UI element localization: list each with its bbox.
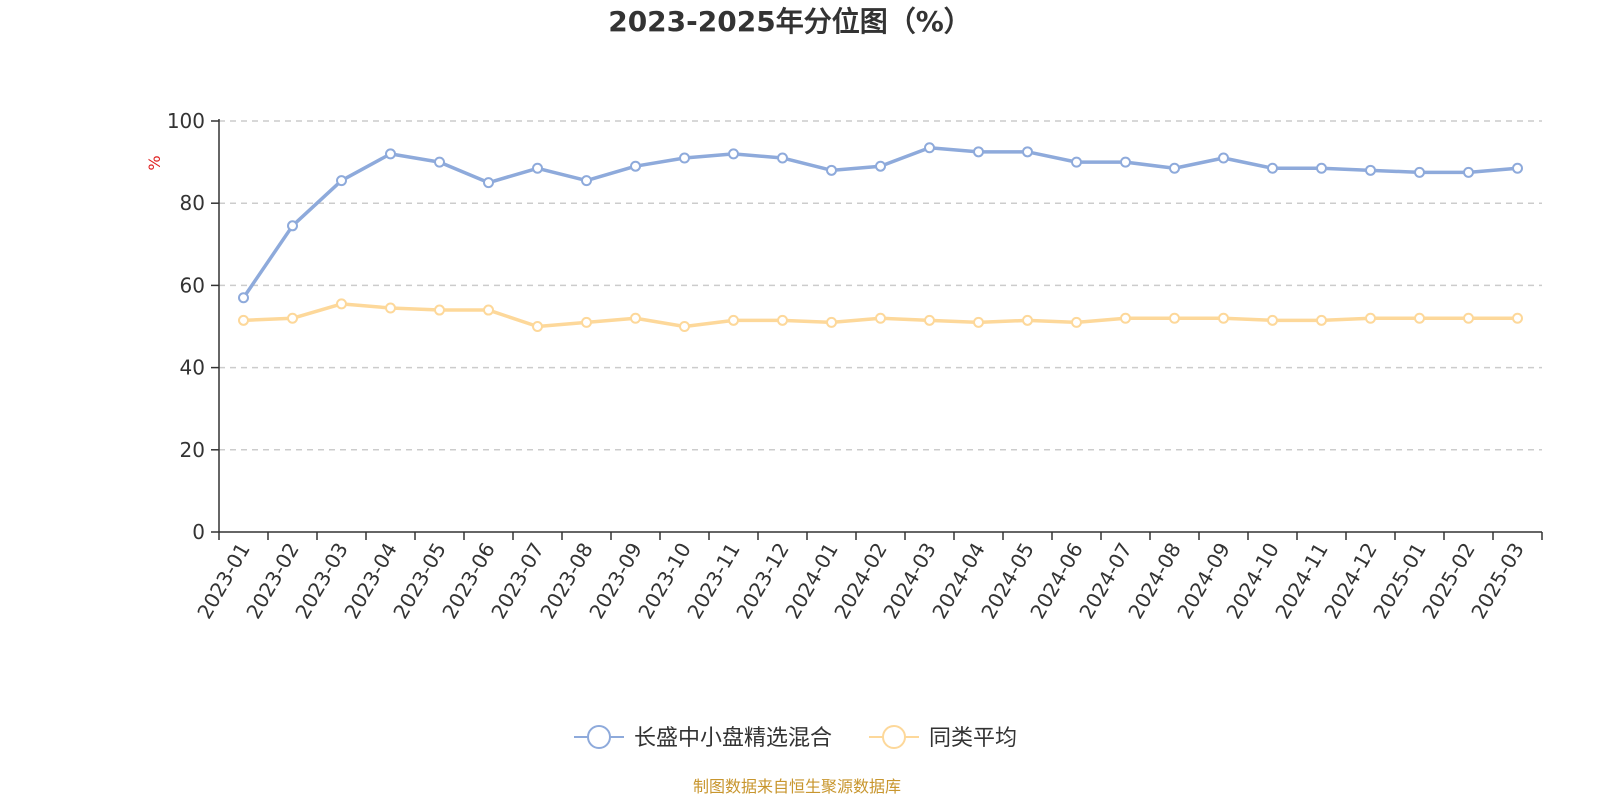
data-point[interactable] xyxy=(924,314,935,326)
data-point[interactable] xyxy=(532,162,543,174)
data-point[interactable] xyxy=(581,175,592,187)
data-point[interactable] xyxy=(1022,146,1033,158)
data-point[interactable] xyxy=(1169,162,1180,174)
data-point[interactable] xyxy=(238,314,249,326)
data-point[interactable] xyxy=(1071,316,1082,328)
series-lines xyxy=(238,142,1523,332)
data-point[interactable] xyxy=(532,321,543,332)
data-point[interactable] xyxy=(1169,312,1180,324)
legend-label: 长盛中小盘精选混合 xyxy=(634,726,832,751)
data-point[interactable] xyxy=(336,175,347,187)
data-point[interactable] xyxy=(483,177,494,189)
series-1 xyxy=(238,298,1523,332)
data-point[interactable] xyxy=(287,220,298,232)
y-tick-label-100: 100 xyxy=(167,109,205,133)
y-tick-label-60: 60 xyxy=(180,273,205,297)
legend-item-1[interactable]: 同类平均 xyxy=(869,725,1017,751)
axes: 0204060801002023-012023-022023-032023-04… xyxy=(167,109,1543,623)
data-point[interactable] xyxy=(1218,312,1229,324)
y-tick-label-40: 40 xyxy=(180,356,205,380)
data-point[interactable] xyxy=(238,292,249,304)
data-point[interactable] xyxy=(630,312,641,324)
data-point[interactable] xyxy=(973,146,984,158)
series-0 xyxy=(238,142,1523,304)
data-point[interactable] xyxy=(1365,164,1376,176)
data-point[interactable] xyxy=(385,148,396,160)
data-point[interactable] xyxy=(1218,152,1229,164)
y-tick-label-20: 20 xyxy=(180,438,205,462)
data-point[interactable] xyxy=(1365,312,1376,324)
data-point[interactable] xyxy=(728,148,739,160)
data-point[interactable] xyxy=(1414,166,1425,178)
legend-marker-icon xyxy=(587,725,611,749)
legend-item-0[interactable]: 长盛中小盘精选混合 xyxy=(574,725,832,751)
data-point[interactable] xyxy=(630,160,641,172)
data-point[interactable] xyxy=(1414,312,1425,324)
data-point[interactable] xyxy=(483,304,494,316)
data-point[interactable] xyxy=(1316,314,1327,326)
data-point[interactable] xyxy=(1512,162,1523,174)
data-point[interactable] xyxy=(679,321,690,332)
data-source-note: 制图数据来自恒生聚源数据库 xyxy=(693,777,901,796)
y-tick-label-0: 0 xyxy=(192,520,205,544)
data-point[interactable] xyxy=(1463,166,1474,178)
data-point[interactable] xyxy=(1120,156,1131,168)
data-point[interactable] xyxy=(973,316,984,328)
data-point[interactable] xyxy=(385,302,396,314)
legend-label: 同类平均 xyxy=(929,726,1017,751)
data-point[interactable] xyxy=(1120,312,1131,324)
y-axis-label: % xyxy=(145,155,164,170)
data-point[interactable] xyxy=(581,316,592,328)
data-point[interactable] xyxy=(875,160,886,172)
data-point[interactable] xyxy=(1316,162,1327,174)
data-point[interactable] xyxy=(875,312,886,324)
data-point[interactable] xyxy=(434,304,445,316)
grid-lines xyxy=(219,120,1542,451)
data-point[interactable] xyxy=(1071,156,1082,168)
y-tick-label-80: 80 xyxy=(180,191,205,215)
data-point[interactable] xyxy=(1463,312,1474,324)
data-point[interactable] xyxy=(679,152,690,164)
chart-title: 2023-2025年分位图（%） xyxy=(608,5,972,38)
data-point[interactable] xyxy=(1512,312,1523,324)
data-point[interactable] xyxy=(777,314,788,326)
data-point[interactable] xyxy=(336,298,347,310)
data-point[interactable] xyxy=(1267,314,1278,326)
data-point[interactable] xyxy=(1022,314,1033,326)
data-point[interactable] xyxy=(826,164,837,176)
data-point[interactable] xyxy=(777,152,788,164)
data-point[interactable] xyxy=(434,156,445,168)
data-point[interactable] xyxy=(826,316,837,328)
data-point[interactable] xyxy=(1267,162,1278,174)
data-point[interactable] xyxy=(728,314,739,326)
data-point[interactable] xyxy=(924,142,935,154)
legend-marker-icon xyxy=(882,725,906,749)
legend[interactable]: 长盛中小盘精选混合 同类平均 xyxy=(574,725,1017,751)
data-point[interactable] xyxy=(287,312,298,324)
